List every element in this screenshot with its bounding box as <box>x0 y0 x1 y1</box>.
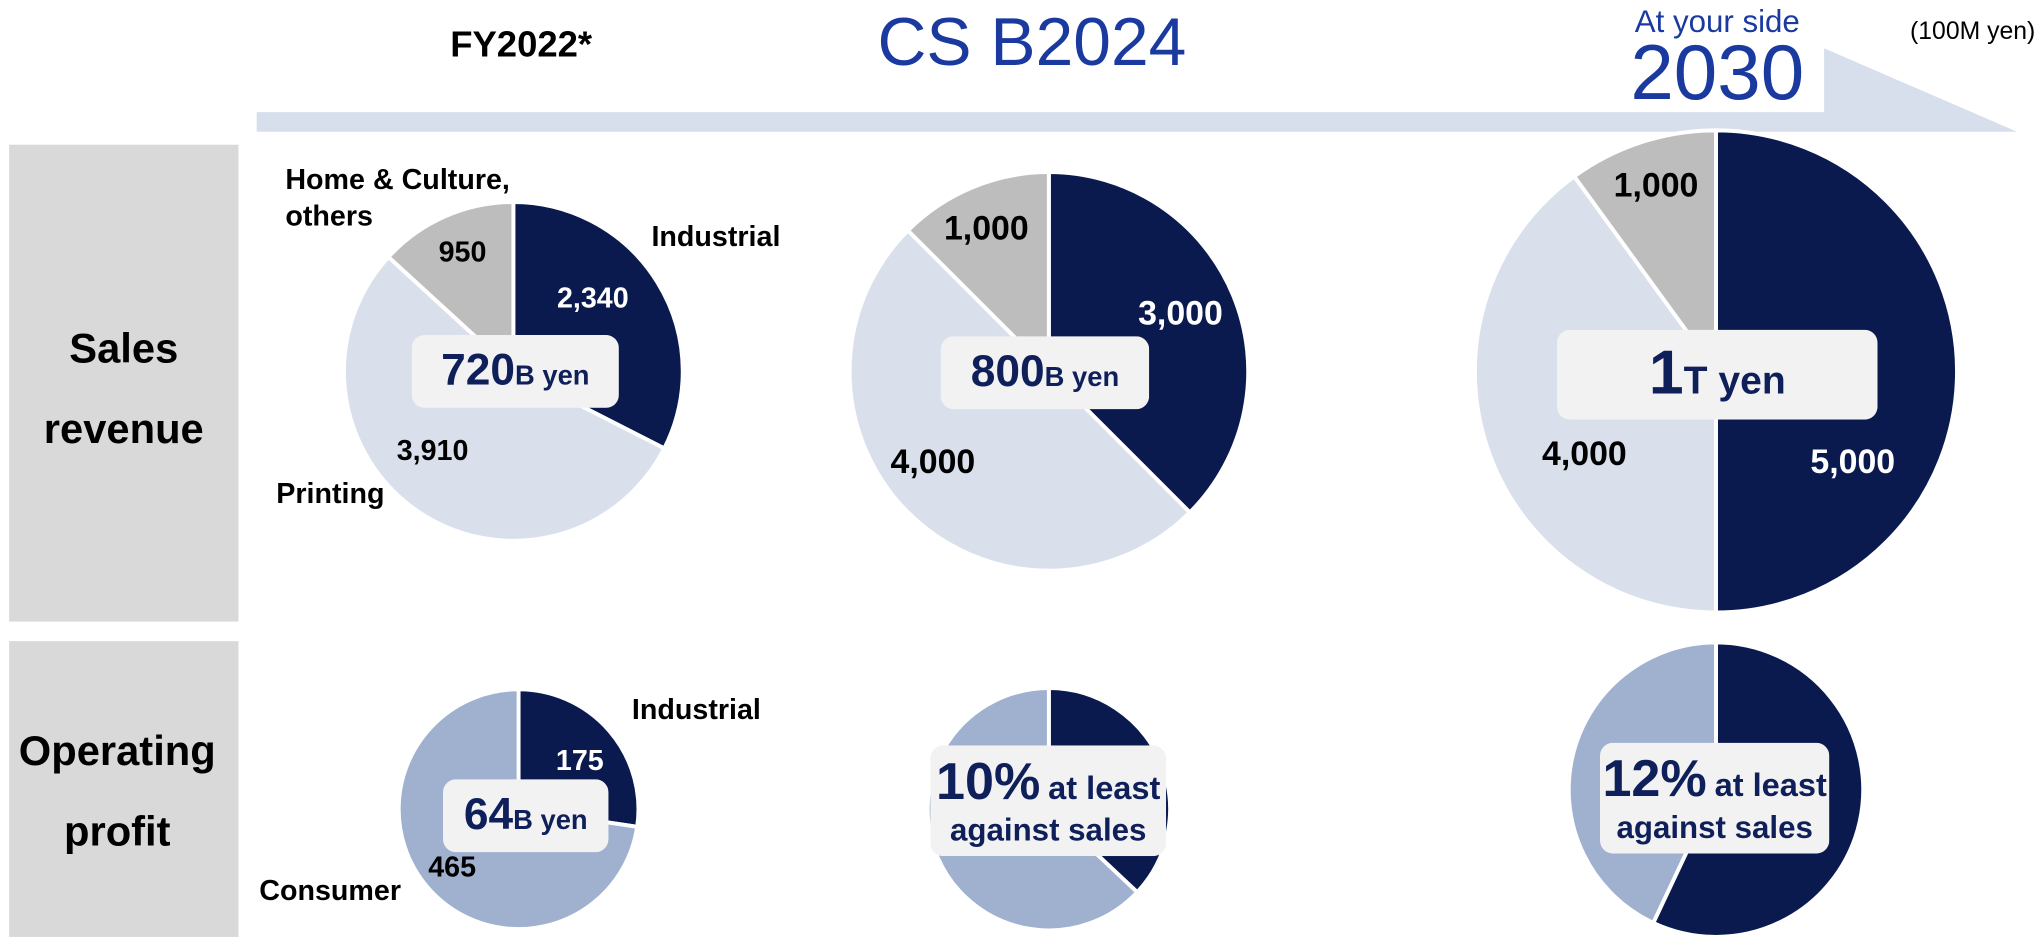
value-label: 175 <box>556 745 604 777</box>
center-box-wrap: 64B yen <box>442 779 609 853</box>
value-label: 3,910 <box>397 435 469 467</box>
pie-slice <box>1046 170 1251 516</box>
plan-label: CS B2024 <box>877 5 1186 80</box>
center-line: 10% at least <box>936 754 1160 809</box>
center-box-wrap: 800B yen <box>940 336 1150 410</box>
row-label: Sales revenue <box>43 324 204 453</box>
center-box: 720B yen <box>411 334 619 408</box>
center-line: 12% at least <box>1602 752 1826 807</box>
unit-label: (100M yen) <box>1910 18 2035 45</box>
center-line: 800B yen <box>970 346 1120 397</box>
center-line: 64B yen <box>463 789 588 840</box>
value-label: 4,000 <box>1542 435 1627 473</box>
center-value: 64 <box>463 789 514 840</box>
row-label: Operating profit <box>18 727 216 855</box>
timeline-arrow <box>256 48 2017 132</box>
center-box-wrap: 10% at least against sales <box>930 745 1167 857</box>
vision-tag: At your side <box>1635 4 1800 39</box>
center-box: 800B yen <box>940 336 1150 410</box>
center-box: 1T yen <box>1557 329 1878 420</box>
value-label: 950 <box>439 237 487 269</box>
center-line: 720B yen <box>441 345 590 396</box>
center-box: 64B yen <box>442 779 609 853</box>
row-label-wrap: Operating profit <box>18 727 216 855</box>
center-unit: B yen <box>1044 362 1120 393</box>
center-unit: at least <box>1714 767 1827 804</box>
center-box: 10% at least against sales <box>930 745 1167 857</box>
value-label: 1,000 <box>1614 167 1699 205</box>
center-box: 12% at least against sales <box>1600 742 1830 854</box>
category-label: Printing <box>276 478 384 510</box>
value-label: 3,000 <box>1138 294 1223 332</box>
center-value: 800 <box>970 346 1045 397</box>
pie-slice <box>1571 128 1718 378</box>
value-label: 2,340 <box>557 282 629 314</box>
center-note: against sales <box>1616 810 1813 846</box>
row-panel <box>9 641 239 937</box>
value-label: 5,000 <box>1810 443 1895 481</box>
center-box-wrap: 720B yen <box>411 334 619 408</box>
center-unit: T yen <box>1683 360 1786 404</box>
row-label-wrap: Sales revenue <box>43 324 204 453</box>
center-unit: at least <box>1048 770 1161 807</box>
center-value: 1 <box>1648 339 1684 409</box>
value-label: 4,000 <box>891 443 976 481</box>
center-value: 12% <box>1602 750 1707 808</box>
value-label: 465 <box>428 852 476 884</box>
pie-slice <box>385 200 516 376</box>
value-label: 1,000 <box>944 210 1029 248</box>
center-value: 720 <box>441 345 516 396</box>
category-label: Consumer <box>259 875 401 907</box>
center-line: 1T yen <box>1648 339 1786 409</box>
vision-year: 2030 <box>1630 28 1804 116</box>
row-panel <box>9 144 239 622</box>
category-label: Home & Culture, others <box>285 162 510 233</box>
center-unit: B yen <box>515 361 590 392</box>
center-box-wrap: 1T yen <box>1557 329 1878 420</box>
category-label: Industrial <box>651 221 780 253</box>
center-value: 10% <box>935 753 1041 811</box>
center-note: against sales <box>950 813 1147 849</box>
pie-slice <box>905 170 1051 377</box>
fy-label: FY2022* <box>450 24 593 65</box>
category-label-wrap: Home & Culture, others <box>285 162 510 233</box>
category-label: Industrial <box>632 694 761 726</box>
center-unit: B yen <box>513 805 588 836</box>
